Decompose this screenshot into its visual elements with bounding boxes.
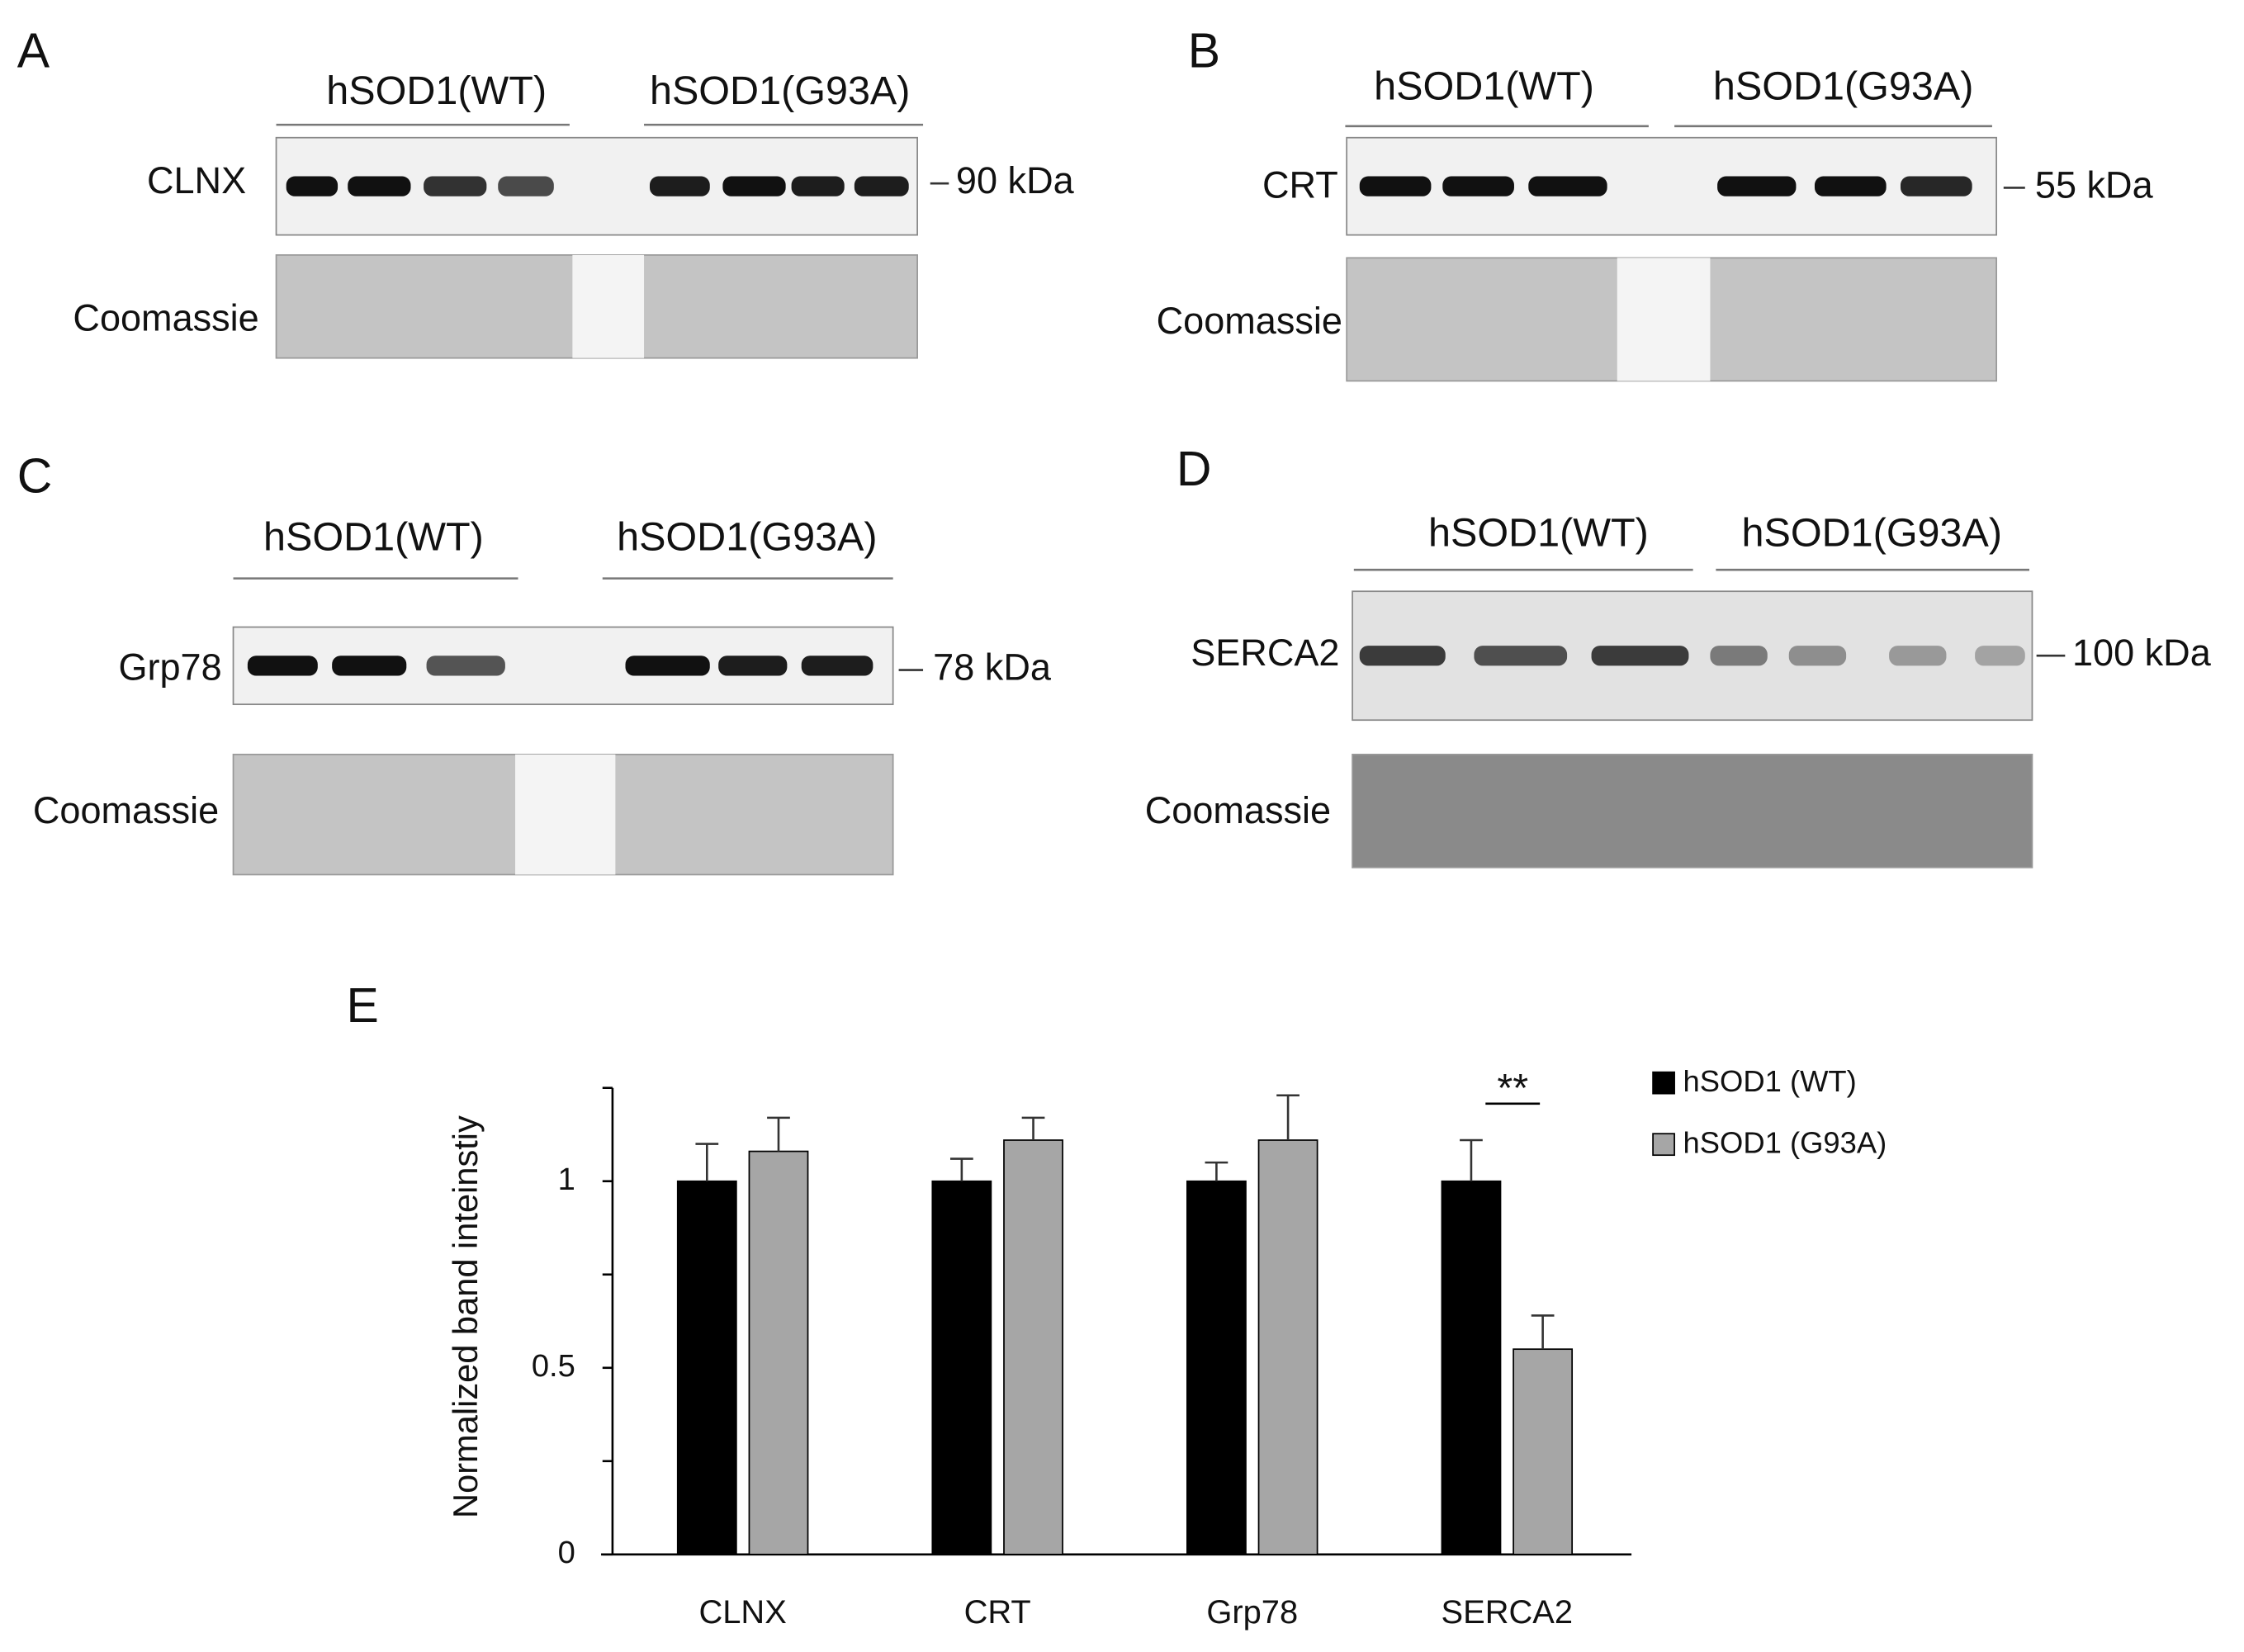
marker-label: 55 kDa: [2035, 163, 2154, 206]
band: [791, 176, 845, 196]
legend-label: hSOD1 (WT): [1683, 1064, 1857, 1098]
group-label: hSOD1(WT): [326, 69, 547, 113]
bar: [1441, 1180, 1502, 1555]
group-label: hSOD1(G93A): [617, 515, 877, 560]
group-label: hSOD1(G93A): [1742, 510, 2002, 555]
band: [498, 176, 554, 196]
band: [247, 656, 318, 676]
band: [1889, 646, 1947, 666]
band: [1710, 646, 1768, 666]
y-tick-label: 0.5: [532, 1348, 575, 1384]
band: [332, 656, 407, 676]
group-label: hSOD1(G93A): [1713, 64, 1973, 109]
ladder-lane: [515, 754, 616, 875]
loading-label: Coomassie: [33, 789, 219, 831]
x-tick-label: CLNX: [698, 1594, 786, 1631]
blot: [1352, 590, 2033, 722]
loading-label: Coomassie: [1145, 789, 1331, 831]
group-label: hSOD1(WT): [1428, 510, 1649, 555]
band: [718, 656, 788, 676]
legend-label: hSOD1 (G93A): [1683, 1126, 1887, 1160]
band: [348, 176, 411, 196]
ladder-lane: [572, 254, 645, 358]
band: [1442, 176, 1514, 196]
protein-label: CLNX: [147, 159, 246, 201]
band: [1975, 646, 2025, 666]
band: [625, 656, 710, 676]
band: [1788, 646, 1847, 666]
y-tick-label: 0: [558, 1535, 575, 1570]
band: [426, 656, 505, 676]
bar: [676, 1180, 737, 1555]
legend-swatch: [1652, 1071, 1675, 1095]
band: [1359, 176, 1432, 196]
group-label: hSOD1(WT): [263, 515, 484, 560]
band: [649, 176, 710, 196]
band: [1717, 176, 1797, 196]
protein-label: Grp78: [118, 646, 221, 688]
marker-label: 78 kDa: [933, 646, 1052, 688]
group-label: hSOD1(G93A): [650, 69, 910, 113]
marker-label: 100 kDa: [2072, 632, 2212, 674]
blot: [1346, 136, 1997, 236]
x-tick-label: Grp78: [1206, 1594, 1298, 1631]
legend-swatch: [1652, 1133, 1675, 1157]
bar: [748, 1150, 809, 1555]
panel-letter: B: [1188, 25, 1220, 78]
y-tick-label: 1: [558, 1162, 575, 1197]
protein-label: SERCA2: [1191, 632, 1339, 674]
bar: [1513, 1348, 1574, 1555]
band: [722, 176, 786, 196]
x-tick-label: SERCA2: [1442, 1594, 1573, 1631]
band: [801, 656, 873, 676]
band: [286, 176, 338, 196]
panel-letter: C: [17, 450, 53, 504]
band: [854, 176, 909, 196]
band: [1359, 646, 1446, 666]
protein-label: CRT: [1262, 163, 1338, 206]
band: [1591, 646, 1689, 666]
band: [1474, 646, 1568, 666]
x-tick-label: CRT: [964, 1594, 1031, 1631]
bar: [1186, 1180, 1247, 1555]
band: [424, 176, 487, 196]
band: [1814, 176, 1887, 196]
ladder-lane: [1617, 258, 1711, 381]
y-axis-title: Normalized band inteinstiy: [446, 1115, 485, 1518]
loading-label: Coomassie: [73, 297, 258, 339]
bar: [1257, 1139, 1318, 1555]
loading-label: Coomassie: [1157, 300, 1342, 342]
panel-letter: A: [17, 25, 50, 78]
band: [1528, 176, 1607, 196]
bar-chart: E Normalized band inteinstiy 0 0.5 1 CLNX CRT G…: [346, 979, 1887, 1631]
band: [1900, 176, 1972, 196]
panel-letter: E: [346, 979, 378, 1033]
group-label: hSOD1(WT): [1374, 64, 1594, 109]
bar: [1003, 1139, 1063, 1555]
bar: [931, 1180, 992, 1555]
coomassie-gel: [1352, 753, 2033, 869]
marker-label: 90 kDa: [956, 159, 1075, 201]
panel-letter: D: [1176, 443, 1212, 496]
